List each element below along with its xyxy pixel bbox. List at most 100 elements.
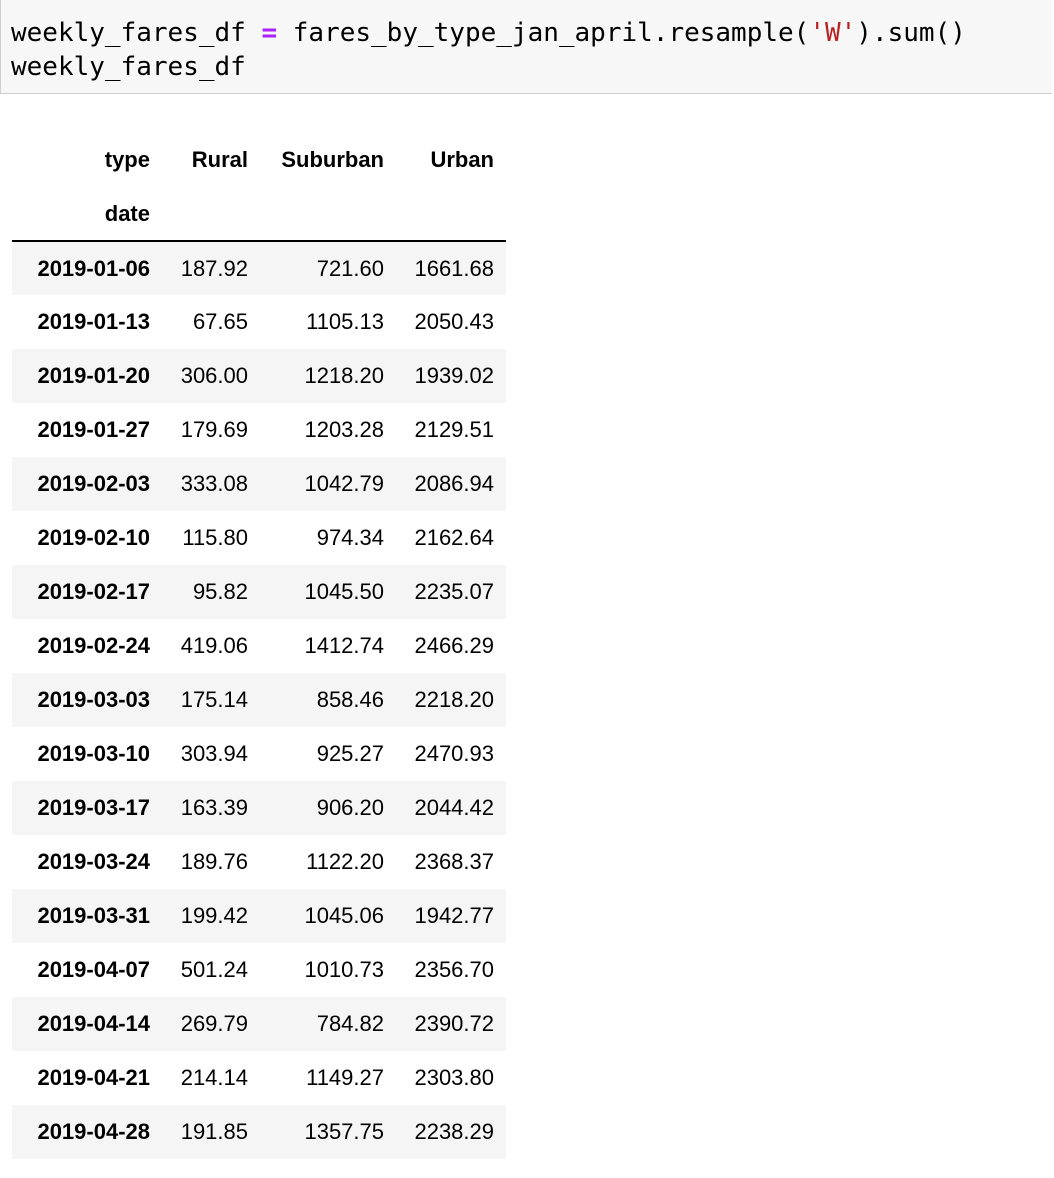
row-index-date: 2019-02-17 [37,579,150,604]
code-string: 'W' [809,18,857,48]
empty-header-cell [384,187,506,242]
row-index-date: 2019-04-28 [37,1119,150,1144]
table-cell: 2218.20 [414,687,494,712]
code-line-2: weekly_fares_df [11,52,246,82]
row-index-date: 2019-03-10 [37,741,150,766]
code-expression-end: ).sum() [856,18,966,48]
code-expression: fares_by_type_jan_april.resample( [277,18,810,48]
row-index-date: 2019-01-27 [37,417,150,442]
table-cell: 858.46 [316,687,384,712]
table-cell: 2368.37 [414,849,494,874]
table-cell: 95.82 [192,579,248,604]
table-cell: 1010.73 [304,957,384,982]
code-operator: = [261,18,278,48]
table-cell: 1122.20 [306,849,384,874]
table-cell: 1661.68 [414,255,494,281]
table-row: 2019-04-07 501.24 1010.73 2356.70 [12,943,506,997]
row-index-date: 2019-04-14 [37,1011,150,1036]
table-cell: 721.60 [316,255,384,281]
table-cell: 1045.50 [304,579,384,604]
code-cell-input[interactable]: weekly_fares_df = fares_by_type_jan_apri… [0,0,1052,94]
table-cell: 2050.43 [414,309,494,334]
row-index-date: 2019-03-24 [37,849,150,874]
code-line-1: weekly_fares_df = fares_by_type_jan_apri… [11,16,966,50]
table-cell: 1357.75 [304,1119,384,1144]
table-cell: 2470.93 [414,741,494,766]
table-cell: 115.80 [182,525,248,550]
table-cell: 67.65 [192,309,248,334]
column-header-rural: Rural [191,147,248,172]
table-row: 2019-02-10 115.80 974.34 2162.64 [12,511,506,565]
table-cell: 925.27 [316,741,384,766]
table-cell: 1042.79 [304,471,384,496]
table-cell: 269.79 [180,1011,248,1036]
table-cell: 2390.72 [414,1011,494,1036]
table-cell: 189.76 [180,849,248,874]
table-row: 2019-02-03 333.08 1042.79 2086.94 [12,457,506,511]
table-cell: 1045.06 [304,903,384,928]
table-cell: 784.82 [316,1011,384,1036]
table-cell: 501.24 [180,957,248,982]
table-row: 2019-03-31 199.42 1045.06 1942.77 [12,889,506,943]
row-index-date: 2019-01-06 [37,255,150,281]
table-cell: 191.85 [180,1119,248,1144]
table-cell: 2466.29 [414,633,494,658]
table-cell: 974.34 [316,525,384,550]
empty-header-cell [248,187,384,242]
row-index-date: 2019-02-03 [37,471,150,496]
table-cell: 2356.70 [414,957,494,982]
columns-name-header: type [104,147,150,172]
table-cell: 199.42 [180,903,248,928]
table-cell: 2086.94 [414,471,494,496]
table-cell: 1218.20 [304,363,384,388]
table-cell: 303.94 [180,741,248,766]
table-cell: 2162.64 [414,525,494,550]
table-row: 2019-03-10 303.94 925.27 2470.93 [12,727,506,781]
dataframe-body: 2019-01-06 187.92 721.60 1661.68 2019-01-13 6… [12,241,506,1159]
row-index-date: 2019-03-03 [37,687,150,712]
table-row: 2019-04-21 214.14 1149.27 2303.80 [12,1051,506,1105]
row-index-date: 2019-04-21 [37,1065,150,1090]
table-cell: 1105.13 [306,309,384,334]
table-cell: 179.69 [180,417,248,442]
table-row: 2019-02-24 419.06 1412.74 2466.29 [12,619,506,673]
table-row: 2019-01-27 179.69 1203.28 2129.51 [12,403,506,457]
table-cell: 419.06 [180,633,248,658]
table-cell: 1203.28 [304,417,384,442]
table-cell: 1412.74 [304,633,384,658]
table-cell: 906.20 [316,795,384,820]
table-cell: 333.08 [180,471,248,496]
row-index-date: 2019-03-17 [37,795,150,820]
table-cell: 1939.02 [414,363,494,388]
table-cell: 2303.80 [414,1065,494,1090]
code-variable: weekly_fares_df [11,18,262,48]
table-row: 2019-02-17 95.82 1045.50 2235.07 [12,565,506,619]
column-header-urban: Urban [430,147,494,172]
index-name-header: date [12,187,162,242]
table-cell: 1942.77 [414,903,494,928]
table-cell: 214.14 [180,1065,248,1090]
row-index-date: 2019-02-10 [37,525,150,550]
row-index-date: 2019-02-24 [37,633,150,658]
table-cell: 2238.29 [414,1119,494,1144]
table-row: 2019-01-13 67.65 1105.13 2050.43 [12,295,506,349]
row-index-date: 2019-03-31 [37,903,150,928]
table-cell: 163.39 [180,795,248,820]
row-index-date: 2019-01-20 [37,363,150,388]
table-row: 2019-01-06 187.92 721.60 1661.68 [12,241,506,295]
table-row: 2019-01-20 306.00 1218.20 1939.02 [12,349,506,403]
row-index-date: 2019-04-07 [37,957,150,982]
empty-header-cell [162,187,248,242]
table-cell: 187.92 [180,255,248,281]
table-cell: 306.00 [180,363,248,388]
table-row: 2019-03-03 175.14 858.46 2218.20 [12,673,506,727]
table-row: 2019-03-24 189.76 1122.20 2368.37 [12,835,506,889]
table-cell: 1149.27 [306,1065,384,1090]
table-cell: 2235.07 [414,579,494,604]
dataframe-output: type Rural Suburban Urban date 2019-01-0… [12,133,506,1159]
column-header-suburban: Suburban [281,147,384,172]
table-row: 2019-04-14 269.79 784.82 2390.72 [12,997,506,1051]
table-cell: 2129.51 [414,417,494,442]
table-cell: 175.14 [180,687,248,712]
table-row: 2019-04-28 191.85 1357.75 2238.29 [12,1105,506,1159]
